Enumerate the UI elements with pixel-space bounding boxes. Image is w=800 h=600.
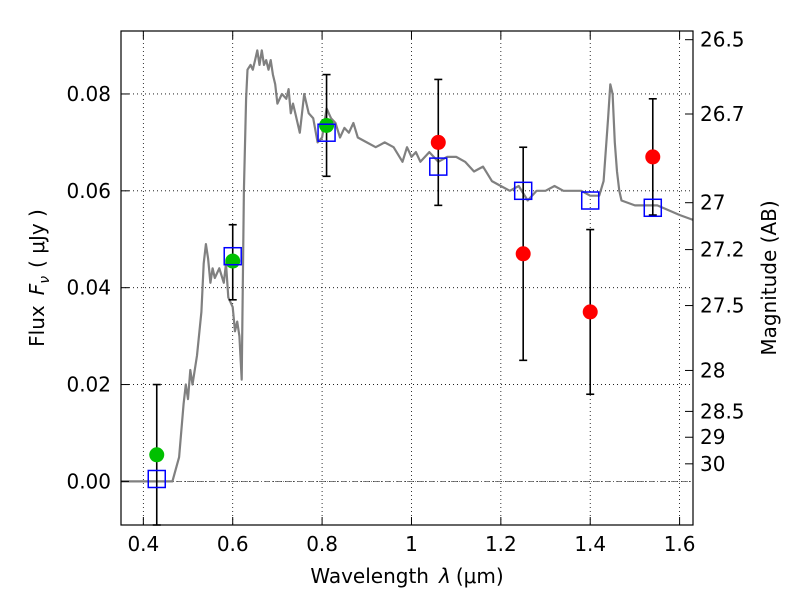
y-axis-label-unit: ( μJy )	[25, 209, 49, 268]
y-tick-label: 0.08	[66, 82, 111, 106]
square-marker	[147, 469, 166, 489]
x-tick-label: 1	[405, 532, 418, 556]
x-axis-label-unit: (μm)	[456, 564, 504, 588]
circle-marker	[582, 304, 598, 320]
model-spectrum-layer	[121, 49, 694, 483]
square-marker	[223, 246, 242, 266]
x-tick-label: 0.4	[127, 532, 159, 556]
markers-layer	[147, 117, 663, 489]
y-tick-label: 0.06	[66, 179, 111, 203]
square-marker	[317, 123, 336, 142]
y2-tick-label: 26.5	[700, 28, 745, 52]
x-tick-label: 0.6	[217, 532, 249, 556]
y2-axis-label: Magnitude (AB)	[757, 200, 781, 355]
x-axis-label: Wavelength λ (μm)	[310, 564, 503, 588]
y2-tick-label: 27.2	[700, 238, 745, 262]
circle-marker	[149, 447, 165, 463]
y-tick-label: 0.00	[66, 469, 111, 493]
x-tick-label: 1.6	[664, 532, 696, 556]
y-tick-label: 0.02	[66, 373, 111, 397]
y2-tick-label: 26.7	[700, 102, 745, 126]
x-axis-label-text: Wavelength	[310, 564, 429, 588]
y-axis-label: Flux Fν ( μJy )	[25, 209, 53, 347]
x-tick-label: 0.8	[306, 532, 338, 556]
x-tick-label: 1.2	[485, 532, 517, 556]
circle-marker	[515, 246, 531, 262]
y-axis-label-symbol: F	[25, 283, 49, 295]
y2-tick-label: 27	[700, 191, 725, 215]
y-axis-label-text: Flux	[25, 305, 49, 347]
square-marker	[513, 181, 533, 201]
x-axis-label-symbol: λ	[438, 564, 451, 588]
y2-tick-label: 30	[700, 452, 725, 476]
circle-marker	[430, 134, 446, 150]
y-axis-label-subscript: ν	[37, 276, 53, 284]
square-marker	[580, 191, 600, 210]
y-tick-label: 0.04	[66, 276, 111, 300]
square-marker	[643, 198, 663, 218]
axis-ticks: 0.4 0.6 0.8 1 1.2 1.4 1.6 0.00 0.02 0.04 0.06 0.08 2…	[66, 28, 744, 556]
y2-tick-label: 29	[700, 425, 725, 449]
y2-tick-label: 28.5	[700, 399, 745, 423]
circle-marker	[225, 253, 241, 269]
x-tick-label: 1.4	[574, 532, 606, 556]
circle-marker	[645, 149, 661, 165]
y2-tick-label: 28	[700, 358, 725, 382]
square-marker	[429, 157, 448, 176]
circle-marker	[319, 117, 335, 133]
plot-frame	[120, 30, 694, 526]
model-spectrum-line	[121, 49, 694, 483]
y2-tick-label: 27.5	[700, 294, 745, 318]
